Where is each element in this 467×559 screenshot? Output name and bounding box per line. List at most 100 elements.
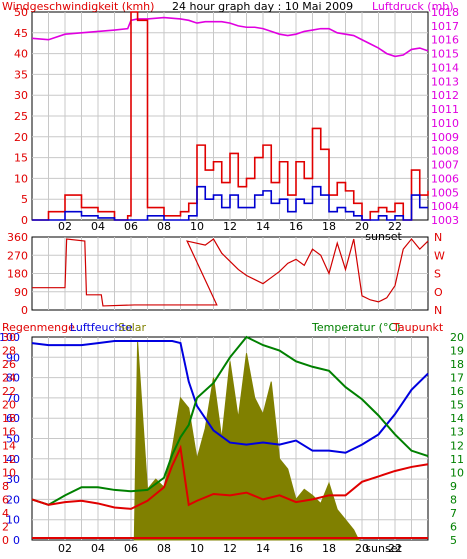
hour-tick-label: 06 xyxy=(124,220,138,233)
hour-tick-label: 08 xyxy=(157,220,171,233)
humidity-axis-title: Luftfeuchte xyxy=(70,321,133,334)
solar-series xyxy=(133,341,360,541)
wind-speed-tick-label: 30 xyxy=(14,89,28,102)
direction-tick-label: 90 xyxy=(14,286,28,299)
temperature-tick-label: 7 xyxy=(450,507,457,520)
pressure-tick-label: 1005 xyxy=(431,186,459,199)
dewpoint-line xyxy=(31,444,429,510)
hour-tick-label: 10 xyxy=(190,542,204,555)
humidity-tick-label: 70 xyxy=(6,392,20,405)
direction-tick-label: 360 xyxy=(7,231,28,244)
hour-tick-label: 04 xyxy=(91,220,105,233)
temperature-tick-label: 17 xyxy=(450,372,464,385)
rain-tick-label: 24 xyxy=(2,372,16,385)
hour-tick-label: 02 xyxy=(58,220,72,233)
humidity-tick-label: 0 xyxy=(13,534,20,547)
pressure-tick-label: 1012 xyxy=(431,89,459,102)
compass-tick-label: W xyxy=(434,249,445,262)
humidity-tick-label: 40 xyxy=(6,453,20,466)
hour-tick-label: 14 xyxy=(256,542,270,555)
hour-tick-label: 02 xyxy=(58,542,72,555)
hour-tick-label: 16 xyxy=(289,542,303,555)
temperature-tick-label: 11 xyxy=(450,453,464,466)
wind-gust-line xyxy=(32,11,429,221)
hour-tick-label: 18 xyxy=(322,220,336,233)
hour-tick-label: 04 xyxy=(91,542,105,555)
wind-speed-tick-label: 45 xyxy=(14,27,28,40)
temperature-tick-label: 20 xyxy=(450,331,464,344)
series-lines xyxy=(31,11,429,539)
pressure-tick-label: 1018 xyxy=(431,6,459,19)
solar-area xyxy=(133,341,360,541)
rain-axis-title: Regenmenge xyxy=(2,321,75,334)
direction-tick-label: 270 xyxy=(7,249,28,262)
humidity-tick-label: 10 xyxy=(6,514,20,527)
humidity-tick-label: 20 xyxy=(6,493,20,506)
pressure-tick-label: 1008 xyxy=(431,145,459,158)
compass-tick-label: O xyxy=(434,286,443,299)
chart-title: 24 hour graph day : 10 Mai 2009 xyxy=(172,0,353,13)
pressure-tick-label: 1017 xyxy=(431,20,459,33)
pressure-tick-label: 1004 xyxy=(431,200,459,213)
pressure-tick-label: 1003 xyxy=(431,214,459,227)
wind-speed-tick-label: 50 xyxy=(14,6,28,19)
wind-speed-tick-label: 0 xyxy=(21,214,28,227)
tick-labels: 0510152025303540455010031004100510061007… xyxy=(0,6,464,555)
hour-tick-label: 14 xyxy=(256,220,270,233)
wind-speed-tick-label: 20 xyxy=(14,131,28,144)
pressure-tick-label: 1007 xyxy=(431,159,459,172)
humidity-tick-label: 90 xyxy=(6,351,20,364)
temperature-tick-label: 5 xyxy=(450,534,457,547)
hour-tick-label: 20 xyxy=(355,542,369,555)
humidity-tick-label: 50 xyxy=(6,433,20,446)
wind-speed-tick-label: 40 xyxy=(14,48,28,61)
rain-tick-label: 20 xyxy=(2,399,16,412)
temperature-tick-label: 12 xyxy=(450,439,464,452)
rain-tick-label: 30 xyxy=(2,331,16,344)
wind-direction-line xyxy=(32,238,429,307)
pressure-tick-label: 1016 xyxy=(431,34,459,47)
temperature-line xyxy=(31,335,429,506)
solar-axis-title: Solar xyxy=(118,321,147,334)
hour-tick-label: 12 xyxy=(223,220,237,233)
temperature-tick-label: 6 xyxy=(450,520,457,533)
temperature-tick-label: 10 xyxy=(450,466,464,479)
rain-tick-label: 0 xyxy=(2,534,9,547)
pressure-tick-label: 1009 xyxy=(431,131,459,144)
pressure-tick-label: 1014 xyxy=(431,61,459,74)
compass-tick-label: N xyxy=(434,231,442,244)
rain-tick-label: 26 xyxy=(2,358,16,371)
rain-tick-label: 8 xyxy=(2,480,9,493)
hour-tick-label: 20 xyxy=(355,220,369,233)
rain-tick-label: 18 xyxy=(2,412,16,425)
rain-tick-label: 16 xyxy=(2,426,16,439)
sunset-label: sunset xyxy=(365,542,402,555)
direction-tick-label: 180 xyxy=(7,268,28,281)
rain-tick-label: 2 xyxy=(2,520,9,533)
hour-tick-label: 06 xyxy=(124,542,138,555)
pressure-tick-label: 1010 xyxy=(431,117,459,130)
temperature-tick-label: 9 xyxy=(450,480,457,493)
humidity-tick-label: 30 xyxy=(6,473,20,486)
hour-tick-label: 08 xyxy=(157,542,171,555)
hour-tick-label: 22 xyxy=(388,542,402,555)
pressure-tick-label: 1011 xyxy=(431,103,459,116)
wind-speed-tick-label: 15 xyxy=(14,152,28,165)
temperature-axis-title: Temperatur (°C) xyxy=(311,321,400,334)
rain-tick-label: 22 xyxy=(2,385,16,398)
temperature-tick-label: 18 xyxy=(450,358,464,371)
rain-tick-label: 28 xyxy=(2,345,16,358)
direction-tick-label: 0 xyxy=(21,304,28,317)
hour-tick-label: 10 xyxy=(190,220,204,233)
hour-tick-label: 12 xyxy=(223,542,237,555)
humidity-tick-label: 60 xyxy=(6,412,20,425)
wind-speed-tick-label: 5 xyxy=(21,193,28,206)
hour-tick-label: 18 xyxy=(322,542,336,555)
humidity-line xyxy=(31,340,429,454)
wind-speed-line xyxy=(32,185,428,221)
pressure-axis-title: Luftdruck (mb) xyxy=(372,0,454,13)
humidity-tick-label: 100 xyxy=(0,331,20,344)
rain-tick-label: 14 xyxy=(2,439,16,452)
